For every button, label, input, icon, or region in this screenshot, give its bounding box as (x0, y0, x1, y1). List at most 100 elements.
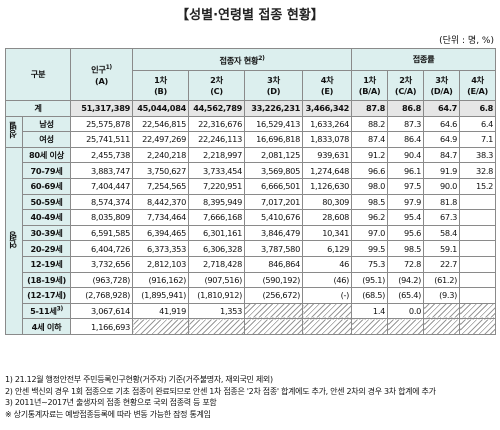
value-cell: (2,768,928) (70, 287, 133, 304)
data-row: 성별 남성 25,575,878 22,546,815 22,316,676 16,529… (5, 115, 497, 148)
value-cell: (-) (301, 287, 353, 304)
header-text: (C) (210, 85, 223, 96)
header-cell: 1차 (B) (132, 70, 189, 101)
header-text: (E/A) (467, 85, 488, 96)
row-label: 4세 이하 (22, 318, 71, 335)
hatched-cell (423, 302, 461, 320)
value-cell: (916,162) (132, 271, 189, 289)
label-text: 12-19세 (30, 259, 63, 270)
value-cell: (94.2) (387, 271, 425, 289)
header-text: (A) (95, 75, 108, 86)
header-text: 3차 (435, 74, 448, 85)
value-cell: 81.8 (423, 193, 461, 211)
hatched-cell (244, 302, 303, 320)
hatched-cell (387, 318, 425, 335)
empty-cell (459, 271, 497, 289)
header-text: (D) (266, 85, 281, 96)
empty-cell (459, 209, 497, 226)
hatched-cell (351, 318, 389, 335)
footnote: 1) 21.12월 행정안전부 주민등록인구현황(거주자) 기준(거주불명자, … (5, 375, 273, 384)
table: 구분 인구1) (A) 접종자 현황2) 접종률 1차 (B) 2차 (C) 3차 (D) 4차 (E)… (5, 48, 497, 335)
value-cell: 15.2 (459, 177, 497, 195)
value-cell: (907,516) (188, 271, 245, 289)
value-cell: 16,696,818 (244, 131, 303, 148)
value-cell: (1,810,912) (188, 287, 245, 304)
header-text: 접종자 현황 (219, 55, 259, 66)
value-cell: 1,274,648 (301, 162, 353, 179)
value-cell: 2,218,997 (188, 146, 245, 164)
footnotes: 1) 21.12월 행정안전부 주민등록인구현황(거주자) 기준(거주불명자, … (5, 374, 495, 420)
value-cell: 87.3 (387, 115, 425, 133)
value-cell: 3,569,805 (244, 162, 303, 179)
value-cell: 98.0 (351, 177, 389, 195)
hatched-cell (188, 318, 245, 335)
row-label: 20-29세 (22, 240, 71, 257)
value-cell: 90.4 (387, 146, 425, 164)
label-text: (18-19세) (27, 274, 66, 285)
data-row: 20-29세 6,404,726 6,373,353 6,306,328 3,787,5… (6, 240, 497, 257)
value-cell: 1,633,264 (301, 115, 353, 133)
empty-cell (459, 287, 497, 304)
label-text: 여성 (39, 134, 54, 145)
footnote: 2) 안센 백신의 경우 1회 접종으로 기초 접종이 완료되므로 안센 1차 … (5, 386, 436, 396)
header-row: 1차 (B) 2차 (C) 3차 (D) 4차 (E) 1차 (B/A) 2차 (C/A) 3차 (D/A… (6, 70, 497, 101)
value-cell: 95.4 (387, 209, 425, 226)
data-row: 연령 80세 이상 2,455,738 2,240,218 2,218,997 2,081… (5, 146, 497, 335)
header-cell: 구분 (5, 48, 71, 101)
value-cell: 25,575,878 (70, 115, 133, 133)
value-cell: 3,466,342 (301, 100, 353, 117)
label-text: 60-69세 (30, 181, 63, 192)
value-cell: 22,546,815 (132, 115, 189, 133)
label-text: 4세 이하 (31, 321, 62, 332)
value-cell: 98.5 (387, 240, 425, 257)
value-cell: 90.0 (423, 177, 461, 195)
header-text: 1차 (363, 74, 376, 85)
header-row: 구분 인구1) (A) 접종자 현황2) 접종률 (5, 48, 497, 101)
header-text: (B) (154, 85, 167, 96)
header-text: 4차 (320, 74, 334, 85)
header-cell: 접종률 (351, 48, 497, 71)
group-text: 연령 (9, 231, 19, 249)
row-label: 60-69세 (22, 177, 71, 195)
value-cell: 91.2 (351, 146, 389, 164)
value-cell: (61.2) (423, 271, 461, 289)
value-cell: 1.4 (351, 302, 389, 320)
value-cell: 32.8 (459, 162, 497, 179)
value-cell: 46 (301, 255, 353, 273)
label-text: 70-79세 (30, 165, 63, 176)
value-cell: 6,301,161 (188, 224, 245, 242)
value-cell: 16,529,413 (244, 115, 303, 133)
value-cell: 59.1 (423, 240, 461, 257)
value-cell: 7.1 (459, 131, 497, 148)
header-cell: 인구1) (A) (70, 48, 133, 101)
value-cell: 846,864 (244, 255, 303, 273)
data-row: 40-49세 8,035,809 7,734,464 7,666,168 5,410,6… (6, 209, 497, 226)
header-cell: 2차 (C/A) (387, 70, 425, 101)
value-cell: 2,081,125 (244, 146, 303, 164)
value-cell: 84.7 (423, 146, 461, 164)
row-label: (18-19세) (22, 271, 71, 289)
value-cell: (9.3) (423, 287, 461, 304)
value-cell: 7,017,201 (244, 193, 303, 211)
label-text: (12-17세) (27, 290, 66, 301)
data-row: 4세 이하 1,166,693 (6, 318, 497, 335)
value-cell: 22.7 (423, 255, 461, 273)
value-cell: 3,846,479 (244, 224, 303, 242)
hatched-cell (132, 318, 189, 335)
header-cell: 3차 (D/A) (423, 70, 461, 101)
row-label: 5-11세3) (22, 302, 71, 320)
label-text: 30-39세 (30, 228, 63, 239)
row-label: 계 (5, 100, 71, 117)
value-cell: 6,394,465 (132, 224, 189, 242)
empty-cell (459, 193, 497, 211)
row-label: 12-19세 (22, 255, 71, 273)
header-cell: 3차 (D) (244, 70, 303, 101)
value-cell: (256,672) (244, 287, 303, 304)
note-mark: 2) (258, 54, 265, 62)
header-text: 1차 (154, 74, 167, 85)
value-cell: 7,220,951 (188, 177, 245, 195)
title: 【성별·연령별 접종 현황】 (176, 8, 324, 23)
value-cell: 1,833,078 (301, 131, 353, 148)
value-cell: 80,309 (301, 193, 353, 211)
